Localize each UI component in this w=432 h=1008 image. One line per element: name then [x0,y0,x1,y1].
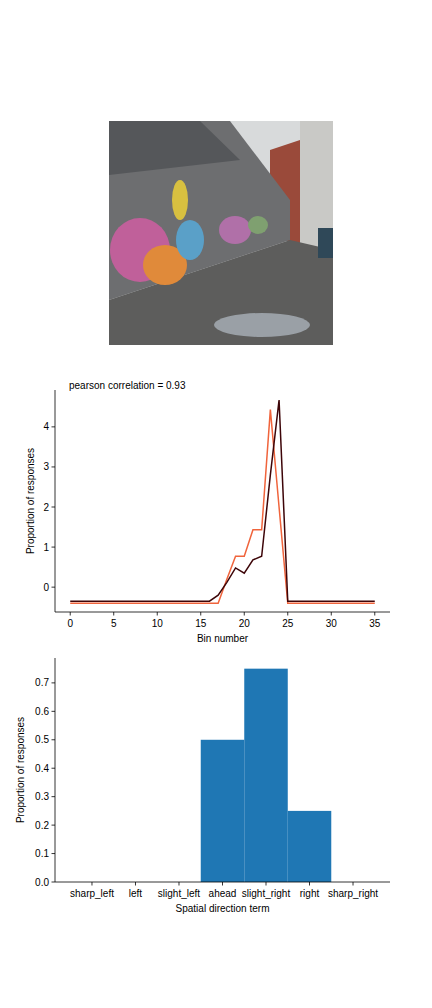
wall-upper [109,121,240,175]
bar [288,811,332,882]
x-tick [200,612,201,616]
x-tick-label: 5 [111,618,117,629]
x-tick [113,612,114,616]
graffiti [172,180,188,220]
y-tick-label: 0.1 [35,848,49,859]
graffiti [248,216,268,234]
category-label: slight_left [158,888,200,899]
x-tick-label: 0 [67,618,73,629]
x-tick [222,882,223,886]
series-line [70,410,375,604]
y-tick [52,825,56,826]
x-axis [55,612,390,613]
y-tick [52,682,56,683]
x-tick [70,612,71,616]
x-tick [309,882,310,886]
y-tick [52,587,56,588]
x-tick [374,612,375,616]
y-tick-label: 4 [43,421,49,432]
category-label: slight_right [242,888,291,899]
series-line [70,400,375,601]
photo-content [109,121,333,345]
y-tick [52,711,56,712]
title: pearson correlation = 0.93 [69,380,186,391]
bar [201,740,245,882]
x-tick-label: 10 [152,618,164,629]
x-tick-label: 20 [239,618,251,629]
y-tick [52,507,56,508]
y-tick [52,466,56,467]
graffiti [176,220,204,260]
bar-chart: sharp_left left slight_left ahead slight_rig… [15,658,390,914]
y-tick-label: 0.0 [35,877,49,888]
page: 0 5 10 15 20 25 30 35 0 1 2 3 4 pearson correlation =… [0,0,432,1008]
y-tick-label: 0.2 [35,820,49,831]
y-axis-label: Proportion of responses [15,717,26,823]
x-tick [287,612,288,616]
dumpster [318,228,333,258]
y-tick-label: 0.5 [35,734,49,745]
y-axis [55,390,56,612]
y-tick-label: 2 [43,502,49,513]
y-axis [55,658,56,882]
y-tick-label: 0.7 [35,677,49,688]
x-tick-label: 30 [326,618,338,629]
graffiti [219,216,251,244]
bars [201,669,332,882]
x-tick [135,882,136,886]
x-tick [353,882,354,886]
y-tick [52,796,56,797]
x-tick [178,882,179,886]
y-tick-label: 0.4 [35,763,49,774]
y-tick-label: 3 [43,461,49,472]
y-tick [52,882,56,883]
y-tick [52,853,56,854]
category-label: sharp_right [328,888,378,899]
bar [244,669,288,882]
y-tick-label: 0.6 [35,706,49,717]
category-label: sharp_left [70,888,114,899]
x-tick [266,882,267,886]
y-tick-label: 1 [43,542,49,553]
building-far [300,121,333,260]
x-tick-label: 25 [282,618,294,629]
x-tick-label: 35 [369,618,381,629]
y-tick [52,739,56,740]
puddle [214,313,310,337]
x-tick [331,612,332,616]
y-axis-label: Proportion of responses [25,448,36,554]
sky [109,121,333,345]
y-tick-label: 0 [43,582,49,593]
y-tick [52,426,56,427]
x-axis-label: Bin number [197,633,249,644]
photo [109,121,333,345]
y-tick-label: 0.3 [35,791,49,802]
x-tick [91,882,92,886]
x-tick-label: 15 [195,618,207,629]
category-label: right [300,888,320,899]
y-tick [52,547,56,548]
category-label: left [129,888,143,899]
category-label: ahead [209,888,237,899]
line-series [70,400,375,603]
x-tick [157,612,158,616]
line-chart: 0 5 10 15 20 25 30 35 0 1 2 3 4 pearson correlation =… [25,380,390,644]
x-tick [244,612,245,616]
x-axis-label: Spatial direction term [176,903,270,914]
y-tick [52,768,56,769]
